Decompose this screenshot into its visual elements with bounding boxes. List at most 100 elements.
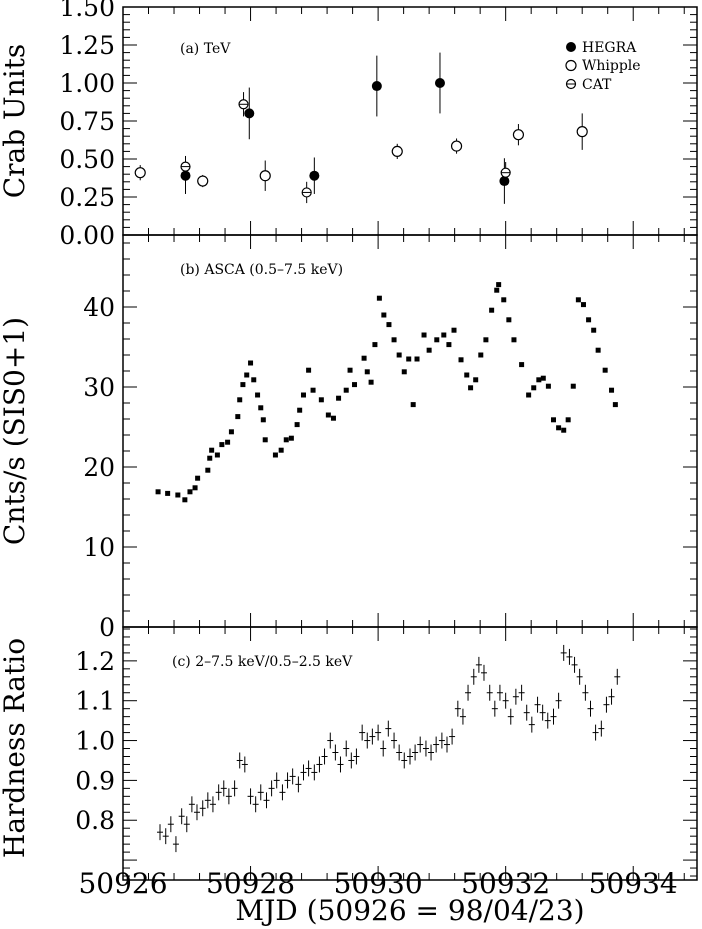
asca-point <box>195 475 201 481</box>
asca-point <box>330 415 336 421</box>
asca-point <box>519 362 525 368</box>
asca-point <box>406 356 412 362</box>
asca-point <box>565 417 571 423</box>
asca-point <box>464 372 470 378</box>
asca-point <box>506 317 512 323</box>
y-tick-label: 0.25 <box>59 183 115 212</box>
asca-point <box>251 377 257 383</box>
asca-point <box>441 332 447 338</box>
asca-point <box>205 467 211 473</box>
asca-point <box>612 402 618 408</box>
hegra-point <box>309 170 320 181</box>
asca-point <box>595 347 601 353</box>
asca-point <box>352 382 358 388</box>
asca-point <box>376 295 382 301</box>
asca-point <box>300 392 306 398</box>
whipple-point <box>576 126 588 138</box>
asca-point <box>214 452 220 458</box>
y-tick-label: 0 <box>99 613 115 642</box>
asca-point <box>545 383 551 389</box>
asca-point <box>187 489 193 495</box>
asca-point <box>288 435 294 441</box>
asca-point <box>225 439 231 445</box>
asca-point <box>368 379 374 385</box>
asca-point <box>401 369 407 375</box>
hegra-point <box>499 176 510 187</box>
panel-b-frame <box>122 234 698 628</box>
asca-point <box>165 490 171 496</box>
asca-point <box>325 412 331 418</box>
asca-point <box>283 437 289 443</box>
y-tick-label: 1.2 <box>75 647 115 676</box>
asca-point <box>318 397 324 403</box>
y-tick-label: 1.25 <box>59 31 115 60</box>
x-tick-label: 50928 <box>206 867 295 900</box>
legend-hegra: HEGRA <box>582 40 637 56</box>
asca-point <box>421 332 427 338</box>
asca-point <box>347 367 353 373</box>
asca-point <box>551 417 556 423</box>
y-tick-label: 1.0 <box>75 727 115 756</box>
asca-point <box>381 312 387 318</box>
hegra-point <box>434 78 445 88</box>
whipple-point <box>197 175 209 187</box>
asca-point <box>536 377 542 383</box>
y-tick-label: 1.00 <box>59 69 115 98</box>
asca-point <box>609 387 615 393</box>
asca-point <box>561 427 567 433</box>
asca-point <box>297 407 303 413</box>
asca-point <box>237 397 243 403</box>
x-tick-label: 50926 <box>78 867 167 900</box>
asca-point <box>410 402 416 408</box>
data-marks <box>134 42 621 853</box>
y-tick-label: 1.50 <box>59 0 115 22</box>
asca-point <box>496 282 502 288</box>
asca-point <box>446 342 452 348</box>
asca-point <box>489 307 495 313</box>
whipple-point <box>512 129 525 141</box>
asca-point <box>262 437 268 443</box>
panel-a-annotation: (a) TeV <box>180 41 231 57</box>
asca-point <box>182 497 188 503</box>
asca-point <box>434 337 440 343</box>
x-tick-label: 50932 <box>461 867 550 900</box>
asca-point <box>255 392 261 398</box>
legend-whipple: Whipple <box>582 58 641 74</box>
x-tick-label: 50930 <box>334 867 423 900</box>
asca-point <box>192 485 198 491</box>
y-tick-label: 0.50 <box>59 145 115 174</box>
asca-point <box>458 357 464 363</box>
y-tick-label: 0.75 <box>59 107 115 136</box>
asca-point <box>426 347 432 353</box>
asca-point <box>175 492 181 498</box>
whipple-point <box>259 170 271 182</box>
x-tick-label: 50934 <box>589 867 678 900</box>
asca-point <box>209 447 215 453</box>
y-tick-label: 10 <box>83 533 115 562</box>
y-tick-label: 0.8 <box>75 806 115 835</box>
x-axis-label: MJD (50926 = 98/04/23) <box>235 894 584 927</box>
y-tick-label: 0.9 <box>75 766 115 795</box>
asca-point <box>478 352 484 358</box>
hegra-point <box>371 81 382 92</box>
legend: HEGRA Whipple CAT <box>582 40 641 93</box>
asca-point <box>260 417 266 423</box>
asca-point <box>228 429 234 435</box>
asca-point <box>235 414 241 420</box>
asca-point <box>207 455 213 461</box>
y-tick-label: 30 <box>83 373 115 402</box>
asca-point <box>451 327 457 333</box>
panel-b-annotation: (b) ASCA (0.5–7.5 keV) <box>180 262 343 278</box>
asca-point <box>155 489 161 495</box>
legend-cat: CAT <box>582 77 612 93</box>
whipple-point <box>134 167 146 179</box>
asca-point <box>364 369 370 375</box>
asca-point <box>219 442 225 448</box>
asca-point <box>244 372 250 378</box>
asca-point <box>494 287 500 293</box>
asca-point <box>248 360 254 366</box>
asca-point <box>391 337 397 343</box>
panel-b-ylabel: Cnts/s (SIS0+1) <box>0 317 31 545</box>
whipple-point <box>450 140 463 152</box>
